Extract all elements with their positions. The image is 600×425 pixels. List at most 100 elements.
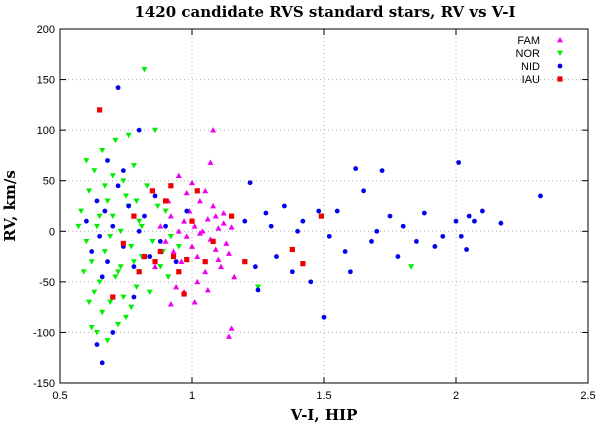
data-point-nid (163, 223, 169, 229)
data-point-nor (157, 264, 164, 270)
data-point-fam (167, 301, 174, 307)
data-point-fam (231, 273, 238, 280)
data-point-nor (130, 259, 137, 265)
data-point-nor (167, 233, 174, 240)
data-point-nid (348, 269, 353, 275)
data-point-nor (78, 208, 85, 215)
data-point-fam (157, 223, 164, 229)
data-point-nid (142, 213, 147, 219)
data-point-nor (162, 208, 169, 215)
data-point-fam (218, 263, 225, 270)
y-tick-label: 150 (37, 75, 55, 87)
data-point-fam (220, 210, 227, 216)
data-point-nid (326, 233, 332, 239)
y-axis-title: RV, km/s (1, 170, 19, 242)
data-point-nor (152, 127, 159, 134)
data-point-nid (289, 269, 295, 275)
data-point-nid (300, 218, 306, 224)
data-point-iau (168, 183, 174, 189)
data-point-nor (128, 244, 135, 250)
data-point-fam (173, 283, 180, 290)
data-point-nid (395, 254, 401, 259)
data-point-nid (432, 244, 438, 249)
data-point-iau (141, 253, 148, 260)
series-iau (97, 107, 324, 300)
data-point-fam (181, 218, 188, 224)
legend-marker-fam (557, 37, 563, 43)
data-point-nor (109, 173, 116, 179)
axis-ticks: 0.5 1 1.5 2 2.5 -150 -100 -50 0 50 100 150 200 (33, 24, 596, 402)
y-tick-label: 0 (49, 226, 55, 238)
data-point-fam (189, 243, 195, 249)
data-point-nid (440, 233, 446, 239)
data-point-iau (242, 259, 248, 265)
data-point-iau (202, 259, 208, 265)
data-point-nor (408, 264, 415, 270)
x-tick-label: 1.5 (316, 390, 331, 402)
data-point-nor (117, 228, 124, 235)
data-point-nid (94, 198, 100, 204)
data-point-nid (131, 264, 137, 270)
data-point-nid (414, 239, 419, 244)
data-point-nid (316, 208, 322, 214)
data-point-fam (194, 253, 201, 259)
data-point-nid (131, 294, 137, 300)
data-point-nor (133, 198, 140, 204)
data-point-fam (191, 299, 198, 305)
data-point-nid (369, 239, 374, 244)
data-point-iau (131, 213, 137, 219)
data-point-fam (212, 213, 219, 219)
data-point-fam (228, 325, 235, 331)
data-point-nid (472, 218, 477, 224)
data-point-nid (379, 168, 385, 174)
data-point-nor (146, 289, 153, 295)
data-point-nid (464, 247, 469, 252)
data-point-nor (88, 259, 95, 265)
data-point-fam (215, 256, 222, 263)
data-point-nor (96, 279, 103, 285)
data-point-nor (86, 299, 93, 306)
y-tick-label: 100 (37, 125, 55, 137)
data-point-fam (199, 228, 206, 234)
data-point-nor (99, 147, 106, 154)
data-point-nor (104, 198, 111, 204)
data-point-fam (202, 187, 209, 194)
data-point-nor (91, 289, 98, 295)
data-point-fam (207, 159, 214, 165)
data-point-nid (105, 158, 110, 163)
data-point-fam (189, 179, 195, 186)
x-tick-label: 0.5 (52, 390, 67, 402)
data-point-nid (115, 183, 121, 189)
data-point-nid (321, 314, 327, 320)
data-point-fam (162, 238, 169, 244)
data-point-nid (136, 228, 142, 234)
data-point-nor (125, 132, 132, 139)
data-point-nor (115, 321, 122, 328)
data-point-fam (204, 216, 211, 222)
x-axis-title: V-I, HIP (290, 406, 358, 424)
data-point-nor (144, 183, 151, 189)
data-point-iau (176, 269, 182, 275)
data-point-iau (120, 240, 126, 247)
data-point-nid (538, 193, 543, 199)
data-point-nor (88, 324, 95, 331)
data-point-nid (255, 287, 261, 293)
data-point-nid (157, 239, 163, 244)
data-point-nid (136, 127, 142, 133)
data-point-fam (202, 268, 209, 275)
legend-label-nid: NID (521, 61, 540, 73)
data-point-nid (374, 228, 380, 234)
data-point-nor (112, 137, 119, 144)
data-point-nor (93, 330, 100, 336)
data-point-nid (353, 166, 359, 171)
data-point-nor (120, 178, 127, 184)
x-tick-label: 1 (189, 390, 195, 402)
data-point-fam (175, 228, 182, 234)
data-point-fam (215, 225, 222, 231)
data-point-nor (120, 294, 127, 301)
data-point-fam (210, 127, 217, 133)
data-point-nor (115, 269, 122, 275)
data-point-nid (147, 254, 153, 259)
data-point-nor (133, 284, 140, 290)
